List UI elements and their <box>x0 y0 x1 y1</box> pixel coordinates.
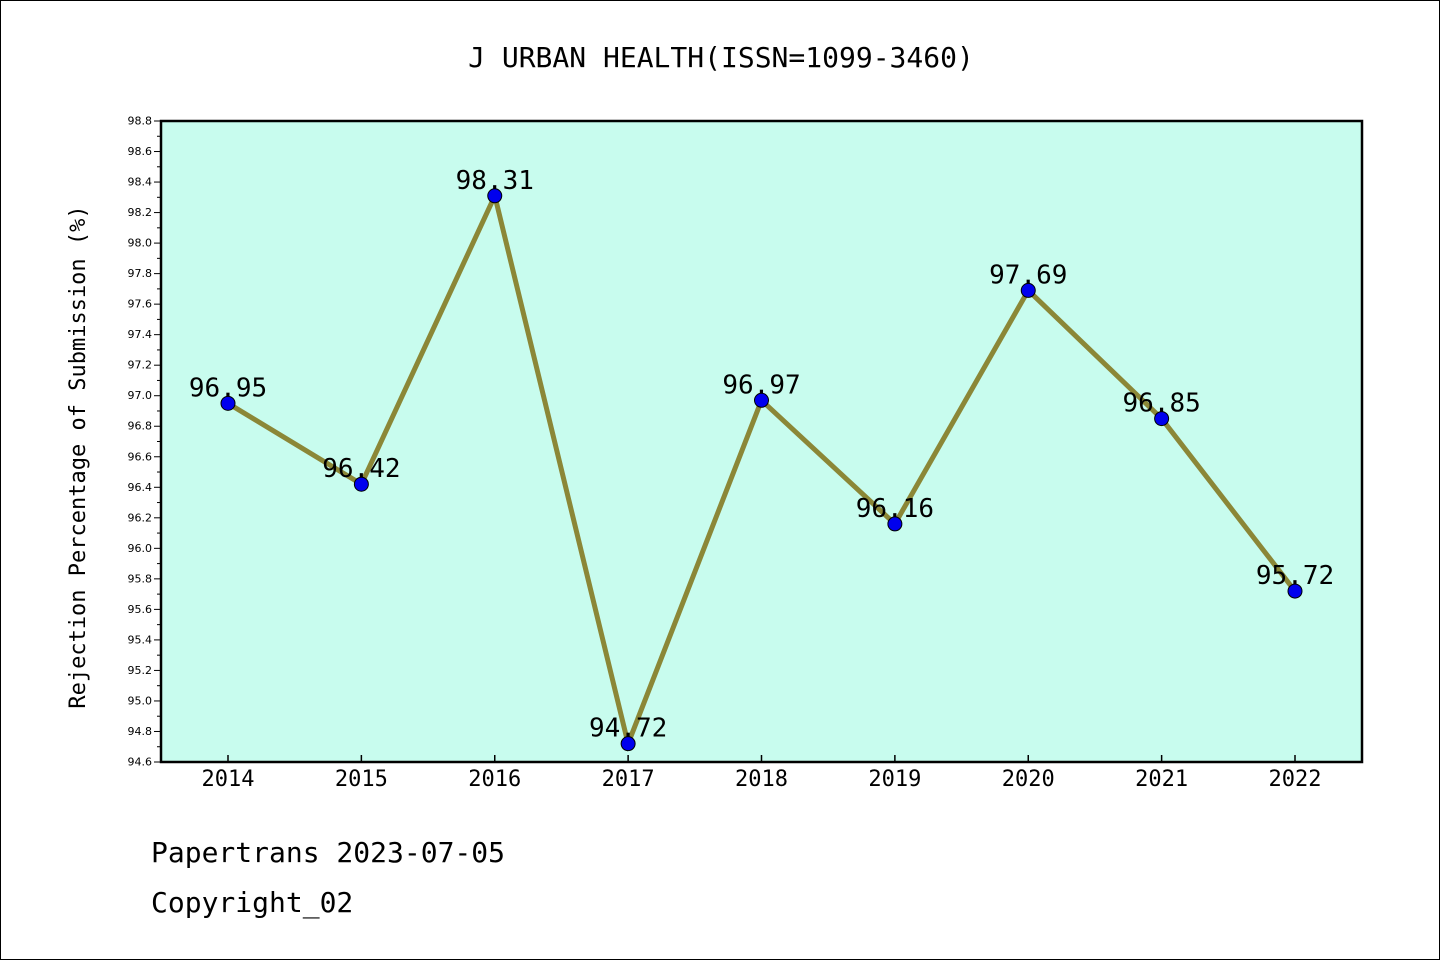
data-label: 95.72 <box>1256 561 1334 591</box>
y-axis-label: Rejection Percentage of Submission (%) <box>66 205 91 708</box>
x-tick-label: 2015 <box>335 767 388 792</box>
x-tick-label: 2022 <box>1269 767 1322 792</box>
data-label: 97.69 <box>989 260 1067 290</box>
footer-copyright-line: Copyright_02 <box>151 886 354 919</box>
x-tick-label: 2021 <box>1135 767 1188 792</box>
data-label: 96.16 <box>856 494 934 524</box>
data-point <box>887 516 903 532</box>
y-tick-label: 96.8 <box>128 420 153 433</box>
y-tick-label: 97.6 <box>128 298 153 311</box>
x-tick-label: 2020 <box>1002 767 1055 792</box>
data-label: 96.42 <box>322 454 400 484</box>
data-markers <box>220 188 1303 752</box>
data-labels: 96.95 96.42 98.31 94.72 96.97 96.16 97.69 96.85… <box>189 166 1334 744</box>
y-tick-label: 97.0 <box>128 389 153 402</box>
data-label: 96.85 <box>1122 389 1200 419</box>
y-axis: 94.6 94.8 95.0 95.2 95.4 95.6 95.8 96.0 96.2 96.4… <box>128 115 161 769</box>
x-tick-label: 2019 <box>868 767 921 792</box>
data-label: 96.97 <box>722 370 800 400</box>
y-tick-label: 97.4 <box>128 328 153 341</box>
data-point <box>1287 583 1303 599</box>
y-tick-label: 94.8 <box>128 725 153 738</box>
plot-area <box>159 119 1364 764</box>
y-tick-label: 95.4 <box>128 633 153 646</box>
data-label: 96.95 <box>189 373 267 403</box>
y-tick-label: 97.2 <box>128 359 153 372</box>
footer-date-line: Papertrans 2023-07-05 <box>151 836 506 869</box>
y-tick-label: 98.6 <box>128 145 153 158</box>
x-tick-label: 2018 <box>735 767 788 792</box>
data-point <box>620 736 636 752</box>
data-point <box>1154 411 1170 427</box>
y-tick-label: 96.4 <box>128 481 153 494</box>
y-tick-label: 95.6 <box>128 603 153 616</box>
data-point <box>220 395 236 411</box>
y-tick-label: 98.0 <box>128 237 153 250</box>
x-axis: 2014 2015 2016 2017 2018 2019 2020 2021 2022 <box>202 755 1322 792</box>
data-label: 94.72 <box>589 714 667 744</box>
data-point <box>754 392 769 408</box>
x-tick-label: 2016 <box>468 767 521 792</box>
x-tick-label: 2017 <box>602 767 655 792</box>
data-point <box>1020 282 1036 298</box>
y-tick-label: 96.6 <box>128 450 153 463</box>
y-tick-label: 96.2 <box>128 511 153 524</box>
y-tick-label: 95.2 <box>128 664 153 677</box>
data-point <box>487 188 503 204</box>
y-tick-label: 96.0 <box>128 542 153 555</box>
x-tick-label: 2014 <box>202 767 255 792</box>
data-label: 98.31 <box>456 166 534 196</box>
y-tick-label: 98.2 <box>128 206 153 219</box>
data-point <box>353 476 369 492</box>
y-tick-label: 98.8 <box>128 115 153 128</box>
y-tick-label: 95.8 <box>128 572 153 585</box>
y-tick-label: 98.4 <box>128 176 153 189</box>
chart-title: J URBAN HEALTH(ISSN=1099-3460) <box>468 41 974 74</box>
y-tick-label: 97.8 <box>128 267 153 280</box>
y-tick-label: 94.6 <box>128 756 153 769</box>
y-tick-label: 95.0 <box>128 694 153 707</box>
